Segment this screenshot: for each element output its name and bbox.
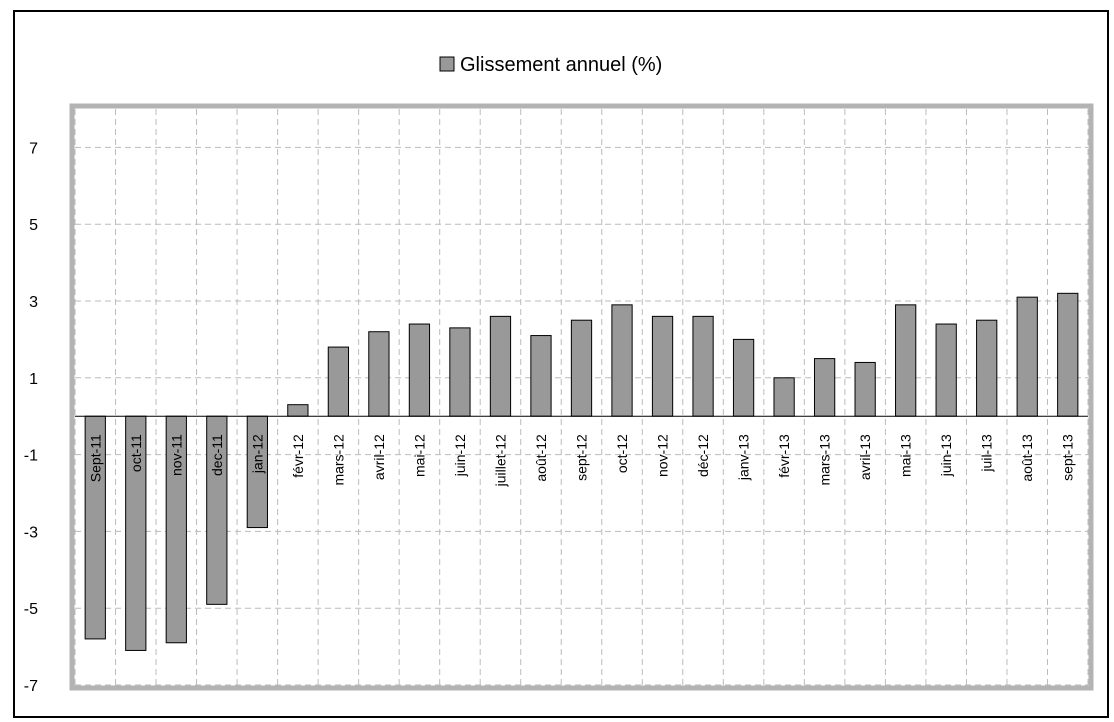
plot-border xyxy=(69,103,1094,691)
category-label: nov-11 xyxy=(168,434,184,476)
category-label: oct-12 xyxy=(614,434,630,473)
bar xyxy=(489,315,512,417)
category-label: juil-13 xyxy=(979,434,995,473)
bar xyxy=(449,327,471,417)
grid xyxy=(74,109,1089,686)
category-label: août-12 xyxy=(533,434,549,482)
category-label: janv-13 xyxy=(736,434,752,481)
category-label: mars-12 xyxy=(330,434,346,486)
category-label: mai-13 xyxy=(898,434,914,477)
category-label: mai-12 xyxy=(411,434,427,477)
bar xyxy=(813,358,836,417)
category-label: dec-11 xyxy=(209,434,225,476)
y-axis: 7 5 3 1 -1 -3 -5 -7 xyxy=(24,140,38,695)
y-tick-label: -5 xyxy=(24,601,38,618)
category-label: sept-12 xyxy=(574,434,590,481)
y-tick-label: -3 xyxy=(24,524,38,541)
y-tick-label: 1 xyxy=(29,371,38,388)
bar xyxy=(408,323,431,417)
bar xyxy=(732,338,755,417)
y-tick-label: -1 xyxy=(24,448,38,465)
bar xyxy=(773,377,795,417)
y-tick-label: 7 xyxy=(29,140,38,157)
bar xyxy=(1057,292,1079,417)
category-label: déc-12 xyxy=(695,434,711,477)
bar xyxy=(611,304,633,417)
bars xyxy=(84,292,1079,651)
category-label: nov-12 xyxy=(655,434,671,477)
bar xyxy=(1016,296,1038,417)
bar xyxy=(692,315,714,417)
bar xyxy=(368,331,390,417)
bar xyxy=(895,304,917,417)
legend-swatch xyxy=(439,56,455,72)
category-label: oct-11 xyxy=(128,434,144,472)
bar xyxy=(976,319,998,417)
category-label: févr-12 xyxy=(290,434,306,478)
bar xyxy=(287,404,309,417)
category-label: avril-12 xyxy=(371,434,387,480)
category-label: sept-13 xyxy=(1060,434,1076,481)
legend: Glissement annuel (%) xyxy=(439,54,662,76)
category-label: Sept-11 xyxy=(87,434,103,482)
category-label: juin-13 xyxy=(938,434,954,477)
bar xyxy=(935,323,957,417)
category-labels: Sept-11 oct-11 nov-11 dec-11 jan-12 févr-12 ma… xyxy=(87,434,1075,487)
y-tick-label: 3 xyxy=(29,294,38,311)
y-tick-label: -7 xyxy=(24,678,38,695)
bar xyxy=(651,315,674,417)
category-label: mars-13 xyxy=(817,434,833,486)
bar xyxy=(327,346,350,417)
category-label: avril-13 xyxy=(857,434,873,480)
category-label: juillet-12 xyxy=(492,434,508,487)
category-label: jan-12 xyxy=(249,434,265,474)
category-label: févr-13 xyxy=(776,434,792,478)
legend-label: Glissement annuel (%) xyxy=(460,54,662,76)
y-tick-label: 5 xyxy=(29,217,38,234)
bar xyxy=(854,361,876,417)
category-label: août-13 xyxy=(1019,434,1035,482)
bar xyxy=(530,335,552,417)
category-label: juin-12 xyxy=(452,434,468,477)
bar xyxy=(570,319,593,417)
